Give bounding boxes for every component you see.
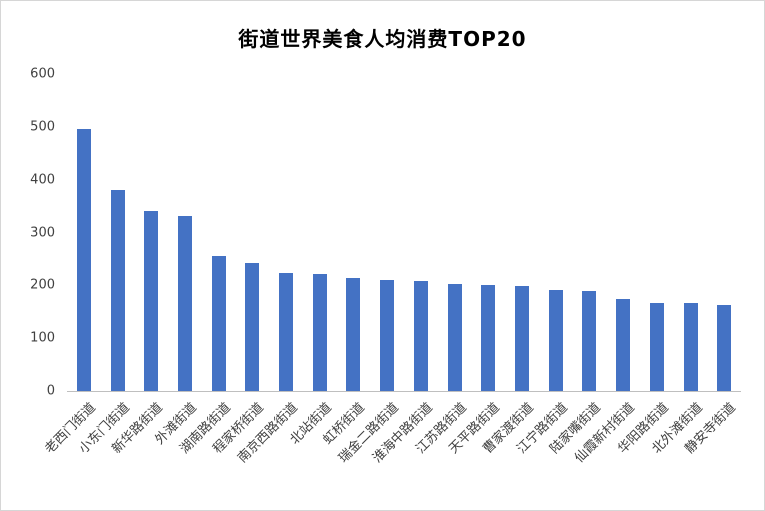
bar xyxy=(582,290,597,391)
x-label-slot: 北站街道 xyxy=(287,393,337,510)
bar-slot xyxy=(303,74,337,391)
bar-slot xyxy=(168,74,202,391)
bar-slot xyxy=(202,74,236,391)
bar-slot xyxy=(370,74,404,391)
y-tick-label: 600 xyxy=(30,66,55,82)
bar xyxy=(245,262,260,391)
bar-slot xyxy=(337,74,371,391)
x-label-slot: 新华路街道 xyxy=(110,393,168,510)
chart-title: 街道世界美食人均消费TOP20 xyxy=(238,27,527,51)
bar-slot xyxy=(707,74,741,391)
bar xyxy=(649,303,664,391)
bar-slot xyxy=(640,74,674,391)
bar xyxy=(312,273,327,391)
bar-slot xyxy=(674,74,708,391)
bar xyxy=(177,215,192,391)
bar xyxy=(447,283,462,391)
bar xyxy=(481,285,496,391)
bar xyxy=(211,255,226,391)
bar-slot xyxy=(539,74,573,391)
bar-slot xyxy=(404,74,438,391)
bar-slot xyxy=(505,74,539,391)
bar-slot xyxy=(573,74,607,391)
bar xyxy=(110,190,125,391)
x-axis-labels: 老西门街道 小东门街道 新华路街道 外滩街道 湖南路街道 程家桥街道 南京西路街道 北站街道虹… xyxy=(42,393,741,510)
y-axis: 0 100 200 300 400 500 600 xyxy=(1,68,61,398)
bar xyxy=(683,303,698,391)
bar-slot xyxy=(101,74,135,391)
bar xyxy=(413,281,428,391)
bar xyxy=(76,129,91,391)
bar xyxy=(616,298,631,391)
bar xyxy=(548,289,563,391)
bar xyxy=(514,286,529,391)
bar xyxy=(346,277,361,391)
bar-slot xyxy=(236,74,270,391)
x-label-slot: 南京西路街道 xyxy=(235,393,303,510)
bar xyxy=(144,210,159,391)
bar-slot xyxy=(134,74,168,391)
y-tick-label: 100 xyxy=(30,330,55,346)
bar-slot xyxy=(606,74,640,391)
y-tick-label: 200 xyxy=(30,277,55,293)
plot-area xyxy=(67,74,741,392)
y-tick-label: 500 xyxy=(30,119,55,135)
y-tick-label: 0 xyxy=(46,383,55,399)
bar-slot xyxy=(438,74,472,391)
bar-slot xyxy=(471,74,505,391)
y-tick-label: 300 xyxy=(30,225,55,240)
bar-slot xyxy=(269,74,303,391)
bar xyxy=(380,280,395,391)
x-label-slot: 静安寺街道 xyxy=(683,393,741,510)
bar xyxy=(279,272,294,391)
bar xyxy=(717,304,732,391)
bar-slot xyxy=(67,74,101,391)
y-tick-label: 400 xyxy=(30,172,55,188)
